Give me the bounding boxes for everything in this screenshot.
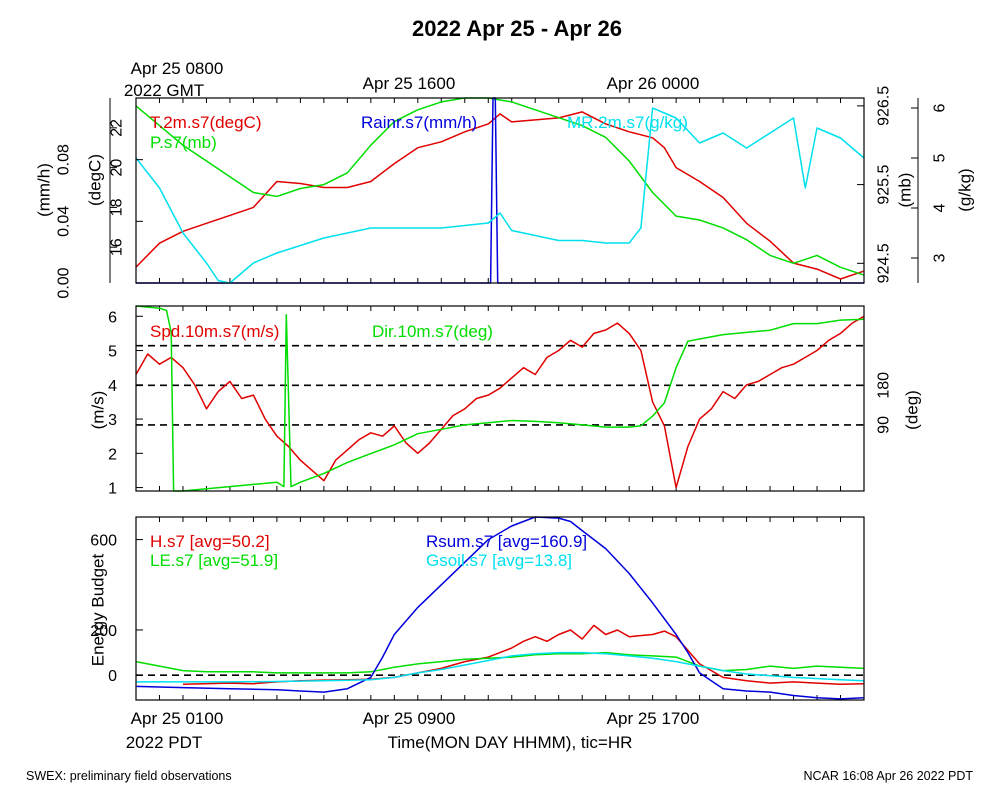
y-axis-title: (deg) <box>903 390 922 430</box>
y-tick-label: 3 <box>932 253 949 262</box>
y-tick-label: 924.5 <box>876 243 893 283</box>
y-tick-label: 5 <box>932 153 949 162</box>
y-tick-label: 16 <box>109 238 126 256</box>
series-line-green <box>135 305 865 492</box>
y-axis-title: (g/kg) <box>956 168 975 211</box>
series-label: Dir.10m.s7(deg) <box>372 322 493 341</box>
series-label: T.2m.s7(degC) <box>150 113 261 132</box>
y-tick-label: 180 <box>876 372 893 399</box>
y-tick-label: 4 <box>108 378 117 395</box>
top-axis-label-2: Apr 25 1600 <box>363 74 456 93</box>
y-tick-label: 200 <box>90 623 117 640</box>
y-tick-label: 20 <box>109 159 126 177</box>
y-tick-label: 600 <box>90 533 117 550</box>
top-axis-sublabel: 2022 GMT <box>124 81 204 100</box>
y-axis-title: (mb) <box>896 173 915 208</box>
y-tick-label: 0 <box>108 668 117 685</box>
series-label: Rainr.s7(mm/h) <box>361 113 477 132</box>
bottom-axis-label-3: Apr 25 1700 <box>607 709 700 728</box>
y-tick-label: 6 <box>932 103 949 112</box>
panel-top: 0.00 0.04 0.08(mm/h) 16 18 20 22(degC) 924.5 925… <box>35 86 975 299</box>
chart-title: 2022 Apr 25 - Apr 26 <box>412 16 622 41</box>
y-tick-label: 4 <box>932 203 949 212</box>
y-tick-label: 18 <box>109 198 126 216</box>
bottom-axis-label-2: Apr 25 0900 <box>363 709 456 728</box>
series-label: Spd.10m.s7(m/s) <box>150 322 279 341</box>
series-label: P.s7(mb) <box>150 133 217 152</box>
series-label: LE.s7 [avg=51.9] <box>150 551 278 570</box>
series-label: MR.2m.s7(g/kg) <box>567 113 688 132</box>
x-axis-title: Time(MON DAY HHMM), tic=HR <box>388 733 633 752</box>
panel-frame <box>135 97 865 284</box>
top-axis-label-3: Apr 26 0000 <box>607 74 700 93</box>
panel-bottom: 0 200 600 Energy Budget H.s7 [avg=50.2]LE.s7… <box>89 516 865 701</box>
y-tick-label: 6 <box>108 309 117 326</box>
y-axis-title: (mm/h) <box>35 163 54 217</box>
footer-left: SWEX: preliminary field observations <box>26 769 232 783</box>
bottom-axis-label-1: Apr 25 0100 <box>131 709 224 728</box>
y-tick-label: 0.00 <box>56 267 73 298</box>
series-label: Gsoil.s7 [avg=13.8] <box>426 551 572 570</box>
y-tick-label: 926.5 <box>876 86 893 126</box>
y-tick-label: 0.08 <box>56 144 73 175</box>
series-line-green <box>135 97 865 276</box>
y-axis-title: (degC) <box>86 154 105 206</box>
y-tick-label: 3 <box>108 412 117 429</box>
series-line-cyan <box>135 107 865 284</box>
y-tick-label: 1 <box>108 481 117 498</box>
y-axis-title: Energy Budget <box>89 553 108 666</box>
y-tick-label: 2 <box>108 446 117 463</box>
series-line-cyan <box>136 651 865 683</box>
footer-right: NCAR 16:08 Apr 26 2022 PDT <box>803 769 973 783</box>
panel-middle: 1 2 3 4 5 6 (m/s) 90 180 (deg) Spd.10m.s7(m/s) Dir.… <box>89 305 922 498</box>
series-label: H.s7 [avg=50.2] <box>150 532 270 551</box>
y-tick-label: 90 <box>876 416 893 434</box>
y-tick-label: 925.5 <box>876 164 893 204</box>
y-tick-label: 5 <box>108 344 117 361</box>
y-tick-label: 22 <box>109 119 126 137</box>
y-axis-title: (m/s) <box>89 391 108 430</box>
panel-frame <box>135 305 865 492</box>
panel-frame <box>135 516 865 701</box>
series-label: Rsum.s7 [avg=160.9] <box>426 532 587 551</box>
series-line-red <box>135 315 865 489</box>
top-axis-label-1: Apr 25 0800 <box>131 59 224 78</box>
bottom-axis-sublabel: 2022 PDT <box>126 733 203 752</box>
y-tick-label: 0.04 <box>56 206 73 237</box>
